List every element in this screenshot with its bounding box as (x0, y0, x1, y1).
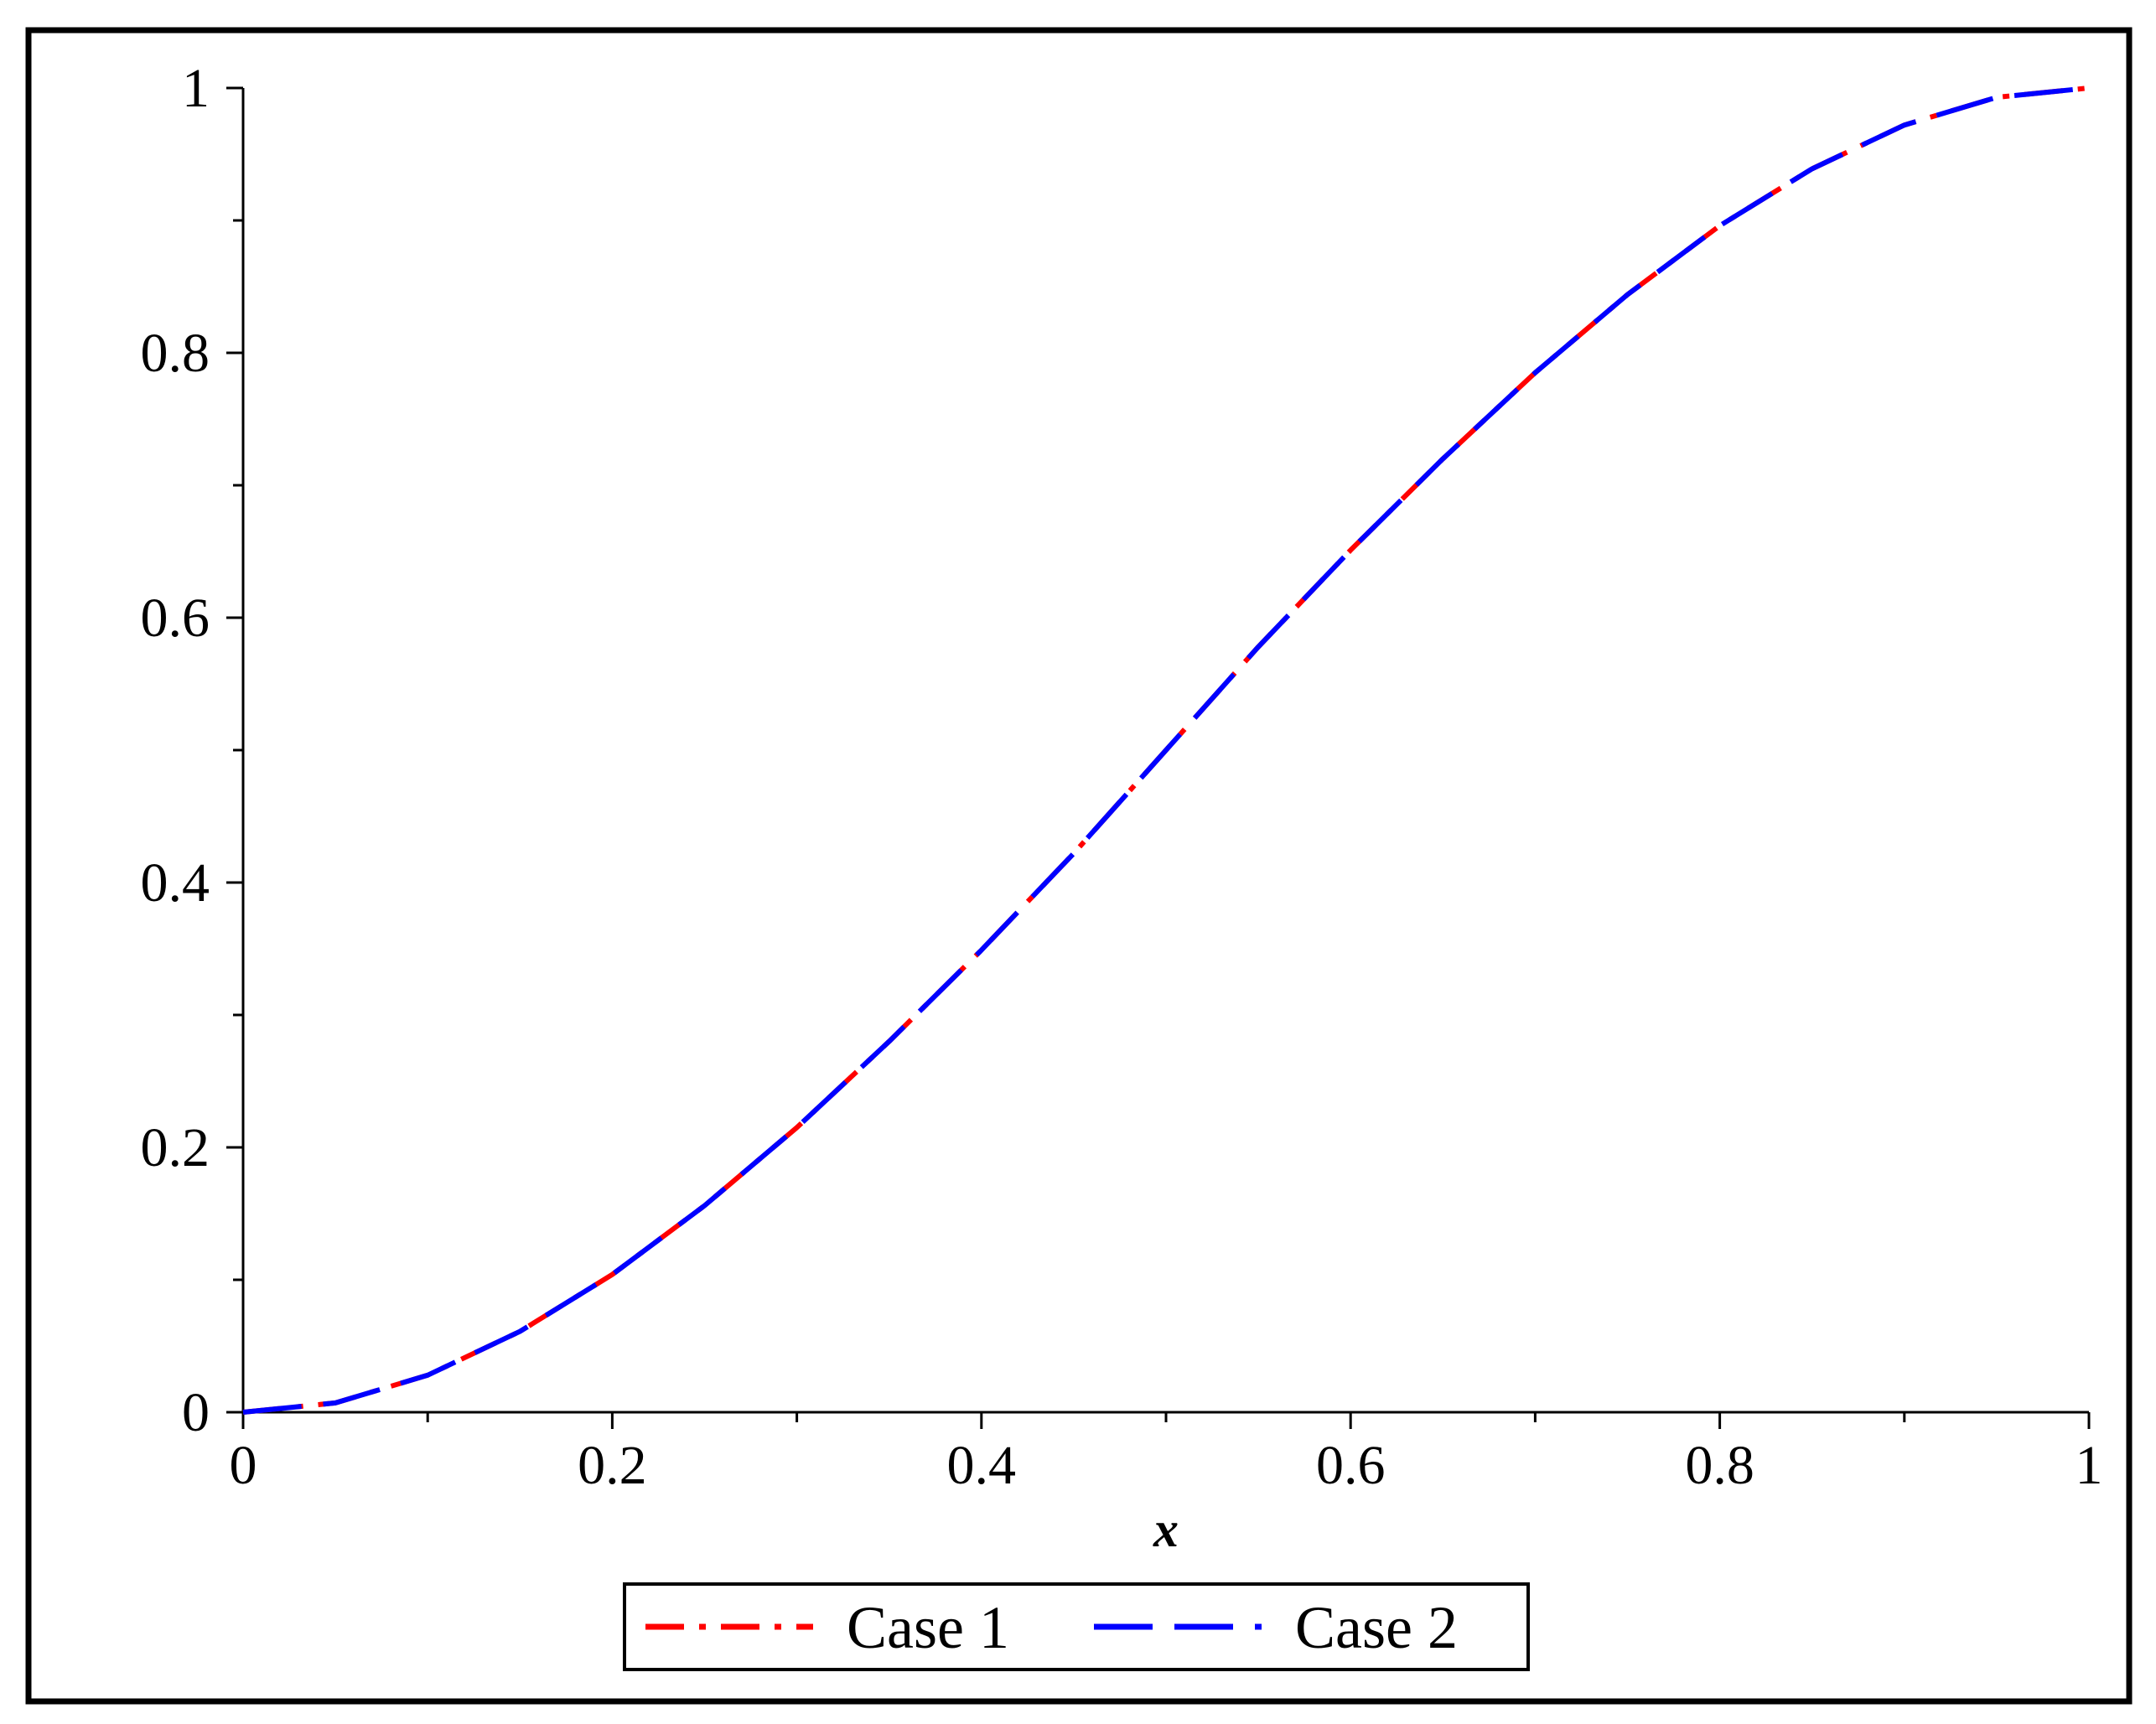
x-axis-ticks: 0 0.2 0.4 0.6 0.8 1 (230, 1412, 2103, 1496)
y-axis-ticks: 0 0.2 0.4 0.6 0.8 1 (141, 58, 243, 1443)
y-tick-label: 0 (182, 1382, 210, 1443)
y-tick-label: 0.6 (141, 588, 210, 649)
x-tick-label: 1 (2076, 1435, 2103, 1496)
series-line-2 (242, 85, 2090, 1415)
x-tick-label: 0.8 (1685, 1435, 1754, 1496)
series-layer (242, 85, 2090, 1415)
outer-frame (25, 27, 2133, 1705)
y-tick-label: 0.2 (141, 1117, 210, 1178)
y-tick-label: 1 (182, 58, 210, 119)
x-axis-title: x (1153, 1502, 1179, 1557)
legend-label-2: Case 2 (1295, 1594, 1458, 1661)
x-tick-label: 0.4 (947, 1435, 1017, 1496)
x-tick-label: 0.6 (1316, 1435, 1386, 1496)
x-tick-label: 0 (230, 1435, 257, 1496)
legend-label-1: Case 1 (847, 1594, 1009, 1661)
y-tick-label: 0.8 (141, 323, 210, 384)
legend: Case 1 Case 2 (623, 1582, 1530, 1671)
x-tick-label: 0.2 (578, 1435, 647, 1496)
y-tick-label: 0.4 (141, 852, 210, 914)
